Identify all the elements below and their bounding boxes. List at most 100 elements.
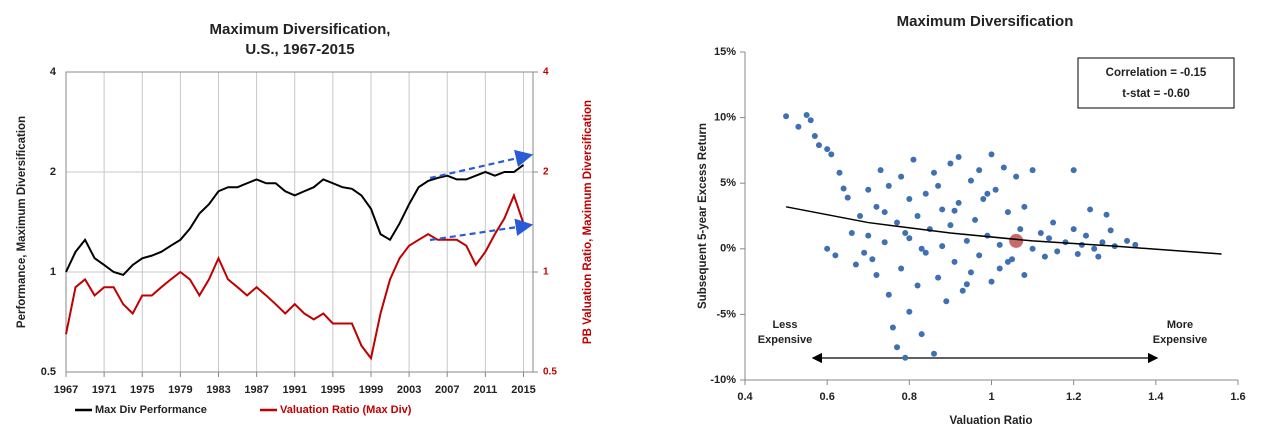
point xyxy=(815,142,822,149)
x-tick-label: 0.8 xyxy=(902,391,917,403)
point xyxy=(902,230,909,237)
series-line xyxy=(65,164,525,277)
point xyxy=(828,151,835,158)
point xyxy=(959,287,966,294)
point xyxy=(914,213,921,219)
stats-text: t-stat = -0.60 xyxy=(1122,88,1189,100)
note: Less xyxy=(772,319,797,331)
point xyxy=(984,190,991,197)
x-tick-label: 1999 xyxy=(359,384,383,396)
x-tick-label: 0.6 xyxy=(820,391,835,403)
point xyxy=(832,252,839,259)
point xyxy=(951,258,958,265)
legend-label: Max Div Performance xyxy=(95,404,207,416)
point xyxy=(1004,209,1011,216)
y-tick-label: 4 xyxy=(50,66,57,78)
point xyxy=(918,245,925,252)
point xyxy=(914,282,921,289)
note: Expensive xyxy=(1153,334,1207,346)
y-tick-label: 5% xyxy=(720,177,736,189)
point xyxy=(1037,230,1044,237)
y-tick-label: 15% xyxy=(714,46,736,58)
x-tick-label: 1995 xyxy=(321,384,345,396)
y-axis-label: Performance, Maximum Diversification xyxy=(16,116,28,328)
y-tick-label: 0.5 xyxy=(41,366,56,378)
x-tick-label: 1979 xyxy=(168,384,192,396)
point xyxy=(939,243,946,250)
point xyxy=(1099,239,1106,246)
point xyxy=(1050,219,1057,226)
y-tick-label: 0% xyxy=(720,243,736,255)
point xyxy=(922,190,929,197)
point xyxy=(881,209,888,216)
x-tick-label: 0.4 xyxy=(737,391,753,403)
point xyxy=(844,194,851,201)
point xyxy=(972,216,979,223)
x-tick-label: 2007 xyxy=(435,384,459,396)
point xyxy=(873,272,880,279)
note: Expensive xyxy=(758,334,812,346)
point xyxy=(840,185,847,192)
point xyxy=(861,249,868,256)
point xyxy=(1021,203,1028,210)
x-axis-label: Valuation Ratio xyxy=(949,415,1032,427)
point xyxy=(869,256,876,263)
point xyxy=(885,291,892,298)
point xyxy=(930,169,937,176)
point xyxy=(955,199,962,206)
point xyxy=(939,206,946,213)
x-tick-label: 1.2 xyxy=(1066,391,1081,403)
point xyxy=(963,237,970,244)
point xyxy=(1021,272,1028,279)
x-tick-label: 1987 xyxy=(244,384,268,396)
point xyxy=(922,249,929,256)
x-tick-label: 1983 xyxy=(206,384,230,396)
point xyxy=(976,252,983,259)
y2-tick-label: 0.5 xyxy=(543,367,557,378)
point xyxy=(906,308,913,315)
x-tick-label: 1991 xyxy=(282,384,306,396)
point xyxy=(811,132,818,139)
x-tick-label: 1975 xyxy=(130,384,154,396)
point xyxy=(807,117,814,124)
point xyxy=(898,265,905,272)
point xyxy=(955,153,962,160)
point xyxy=(1054,248,1061,255)
trend-line xyxy=(785,206,1222,255)
point xyxy=(988,278,995,285)
point xyxy=(947,160,954,167)
point xyxy=(1095,253,1102,260)
point xyxy=(783,113,790,120)
point xyxy=(889,324,896,331)
point xyxy=(943,298,950,305)
y2-axis-label: PB Valuation Ratio, Maximum Diversificat… xyxy=(582,100,594,344)
point xyxy=(865,186,872,193)
point xyxy=(1124,237,1131,244)
point xyxy=(918,331,925,338)
point xyxy=(824,146,831,153)
point xyxy=(1070,226,1077,233)
point xyxy=(1087,206,1094,213)
point xyxy=(1074,251,1081,258)
y-tick-label: 2 xyxy=(50,166,56,178)
point xyxy=(1013,173,1020,180)
point xyxy=(898,173,905,180)
point xyxy=(1070,167,1077,174)
x-tick-label: 2011 xyxy=(473,384,497,396)
point xyxy=(873,203,880,210)
chart-title: Maximum Diversification xyxy=(897,13,1074,30)
trend-arrow xyxy=(429,149,534,180)
y-axis-label: Subsequent 5-year Excess Return xyxy=(697,123,709,309)
point xyxy=(1082,232,1089,239)
point xyxy=(857,213,864,219)
x-tick-label: 2003 xyxy=(397,384,421,396)
point xyxy=(1029,167,1036,174)
point xyxy=(963,281,970,288)
point xyxy=(906,235,913,242)
point xyxy=(885,182,892,189)
point xyxy=(930,350,937,357)
point xyxy=(824,245,831,252)
x-tick-label: 1967 xyxy=(54,384,78,396)
y2-tick-label: 2 xyxy=(543,167,549,178)
